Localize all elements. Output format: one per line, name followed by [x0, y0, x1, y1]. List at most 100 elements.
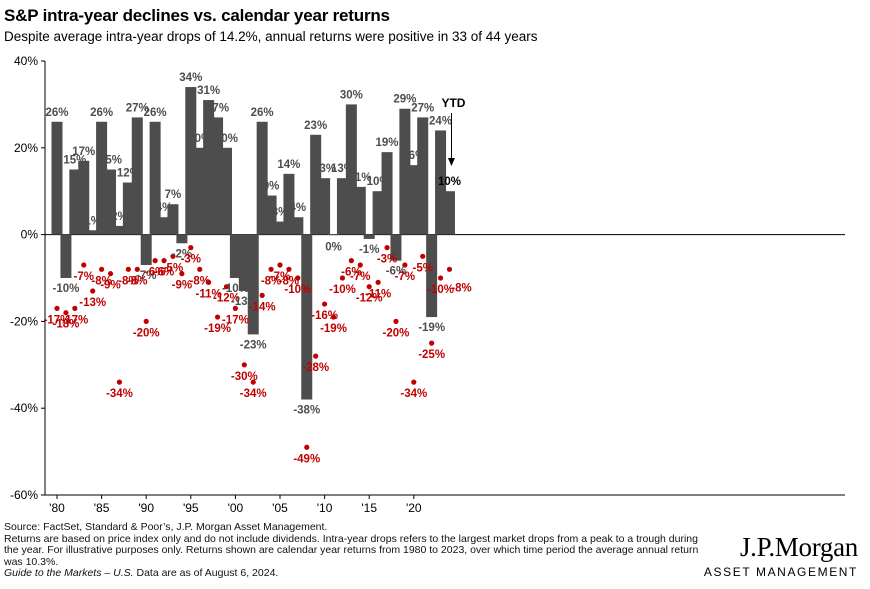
annual-return-label: 11% — [349, 172, 371, 184]
annual-return-label: 26% — [251, 107, 274, 119]
intra-year-decline-dot — [143, 318, 149, 324]
x-tick-label: '20 — [406, 501, 422, 515]
annual-return-label: 15% — [63, 155, 86, 167]
intra-year-decline-dot — [170, 253, 176, 259]
chart-subtitle: Despite average intra-year drops of 14.2… — [4, 29, 538, 44]
intra-year-decline-label: -20% — [383, 327, 410, 339]
intra-year-decline-label: -13% — [79, 297, 106, 309]
intra-year-decline-dot — [241, 362, 247, 368]
intra-year-decline-label: -11% — [365, 288, 391, 300]
annual-return-label: -23% — [240, 339, 267, 351]
annual-return-bar — [131, 117, 143, 235]
ytd-label: YTD — [441, 96, 465, 110]
annual-return-bar — [265, 195, 277, 235]
annual-return-label: 31% — [197, 85, 220, 97]
intra-year-decline-label: -25% — [418, 349, 445, 361]
intra-year-decline-label: -10% — [427, 284, 454, 296]
guide-note: Guide to the Markets – U.S. Data are as … — [4, 568, 704, 580]
annual-return-label: 0% — [325, 242, 342, 254]
annual-return-bar — [283, 173, 295, 235]
x-tick-label: '10 — [317, 501, 333, 515]
intra-year-decline-dot — [107, 271, 114, 277]
annual-return-label: 12% — [117, 168, 140, 180]
annual-return-bar — [435, 130, 447, 235]
intra-year-decline-label: -14% — [249, 301, 276, 313]
intra-year-decline-label: -7% — [74, 271, 94, 283]
y-tick-label: 20% — [14, 141, 38, 155]
annual-return-label: 27% — [206, 102, 229, 114]
intra-year-decline-label: -30% — [231, 371, 258, 383]
intra-year-decline-label: -17% — [222, 314, 249, 326]
intra-year-decline-label: -8% — [279, 275, 299, 287]
annual-return-bar — [149, 121, 161, 235]
intra-year-decline-dot — [313, 353, 319, 359]
intra-year-decline-label: -34% — [240, 388, 267, 400]
y-tick-label: 40% — [14, 54, 38, 68]
annual-return-label: 30% — [340, 89, 363, 101]
annual-return-label: 23% — [304, 120, 327, 132]
annual-return-label: 24% — [429, 115, 452, 127]
annual-return-bar — [328, 234, 340, 236]
intra-year-decline-label: -11% — [196, 288, 222, 300]
intra-year-decline-label: -3% — [377, 254, 397, 266]
chart-title: S&P intra-year declines vs. calendar yea… — [4, 6, 390, 25]
intra-year-decline-label: -8% — [127, 275, 147, 287]
intra-year-decline-dot — [206, 279, 212, 285]
annual-return-bar — [399, 108, 411, 235]
intra-year-decline-dot — [259, 292, 265, 298]
x-tick-label: '80 — [49, 501, 65, 515]
intra-year-decline-label: -20% — [133, 327, 160, 339]
intra-year-decline-label: -5% — [163, 262, 183, 274]
intra-year-decline-label: -8% — [451, 282, 471, 294]
x-tick-label: '90 — [138, 501, 154, 515]
annual-return-bar — [443, 191, 455, 235]
annual-return-bar — [122, 182, 134, 235]
annual-return-bar — [310, 134, 322, 235]
intra-year-decline-label: -7% — [270, 271, 290, 283]
annual-return-bar — [292, 217, 304, 235]
x-tick-label: '00 — [228, 501, 244, 515]
annual-return-bar — [247, 234, 259, 335]
annual-return-label: -13% — [231, 296, 258, 308]
annual-return-bar — [220, 147, 232, 235]
annual-return-label: 20% — [215, 133, 238, 145]
annual-return-bar — [212, 117, 224, 235]
annual-return-bar — [203, 100, 215, 235]
y-tick-label: -60% — [10, 488, 38, 502]
dot-series — [54, 245, 453, 450]
x-tick-label: '05 — [272, 501, 288, 515]
annual-return-bar — [167, 204, 179, 235]
source-note: Source: FactSet, Standard & Poor’s, J.P.… — [4, 521, 328, 533]
intra-year-decline-dot — [322, 301, 328, 307]
intra-year-decline-dot — [232, 305, 238, 311]
annual-return-label: 4% — [156, 202, 173, 214]
annual-return-bar — [238, 234, 250, 292]
annual-return-bar — [229, 234, 241, 278]
intra-year-decline-label: -9% — [100, 280, 120, 292]
annual-return-bar — [51, 121, 63, 235]
returns-chart: 40% 20% 0% -20% -40% -60% '80 '85 '90 '95 '00 '05 '1… — [10, 54, 845, 515]
intra-year-decline-dot — [295, 275, 301, 281]
annual-return-bar — [176, 234, 188, 244]
annual-return-bar — [381, 152, 393, 235]
intra-year-decline-label: -8% — [118, 275, 138, 287]
annual-return-bar — [105, 169, 117, 235]
annual-return-bar — [96, 121, 108, 235]
intra-year-decline-label: -12% — [213, 293, 240, 305]
data-labels: 26% -17% -10% -18% 15% -17% 17% -7% 1% -13% 26% -8%… — [44, 72, 472, 465]
footnotes: Source: FactSet, Standard & Poor’s, J.P.… — [4, 521, 704, 580]
intra-year-decline-label: -8% — [261, 275, 281, 287]
intra-year-decline-label: -16% — [311, 310, 338, 322]
annual-return-label: 15% — [99, 155, 122, 167]
annual-return-label: 1% — [84, 215, 101, 227]
annual-return-label: 26% — [144, 107, 167, 119]
annual-return-label: -7% — [136, 270, 156, 282]
annual-return-bar — [408, 165, 420, 235]
intra-year-decline-dot — [330, 314, 337, 320]
annual-return-label: -10% — [52, 283, 79, 295]
intra-year-decline-label: -28% — [302, 362, 329, 374]
logo-tagline: ASSET MANAGEMENT — [703, 565, 858, 579]
data-date: Data are as of August 6, 2024. — [133, 567, 279, 580]
intra-year-decline-label: -6% — [145, 267, 165, 279]
intra-year-decline-label: -18% — [52, 319, 79, 331]
